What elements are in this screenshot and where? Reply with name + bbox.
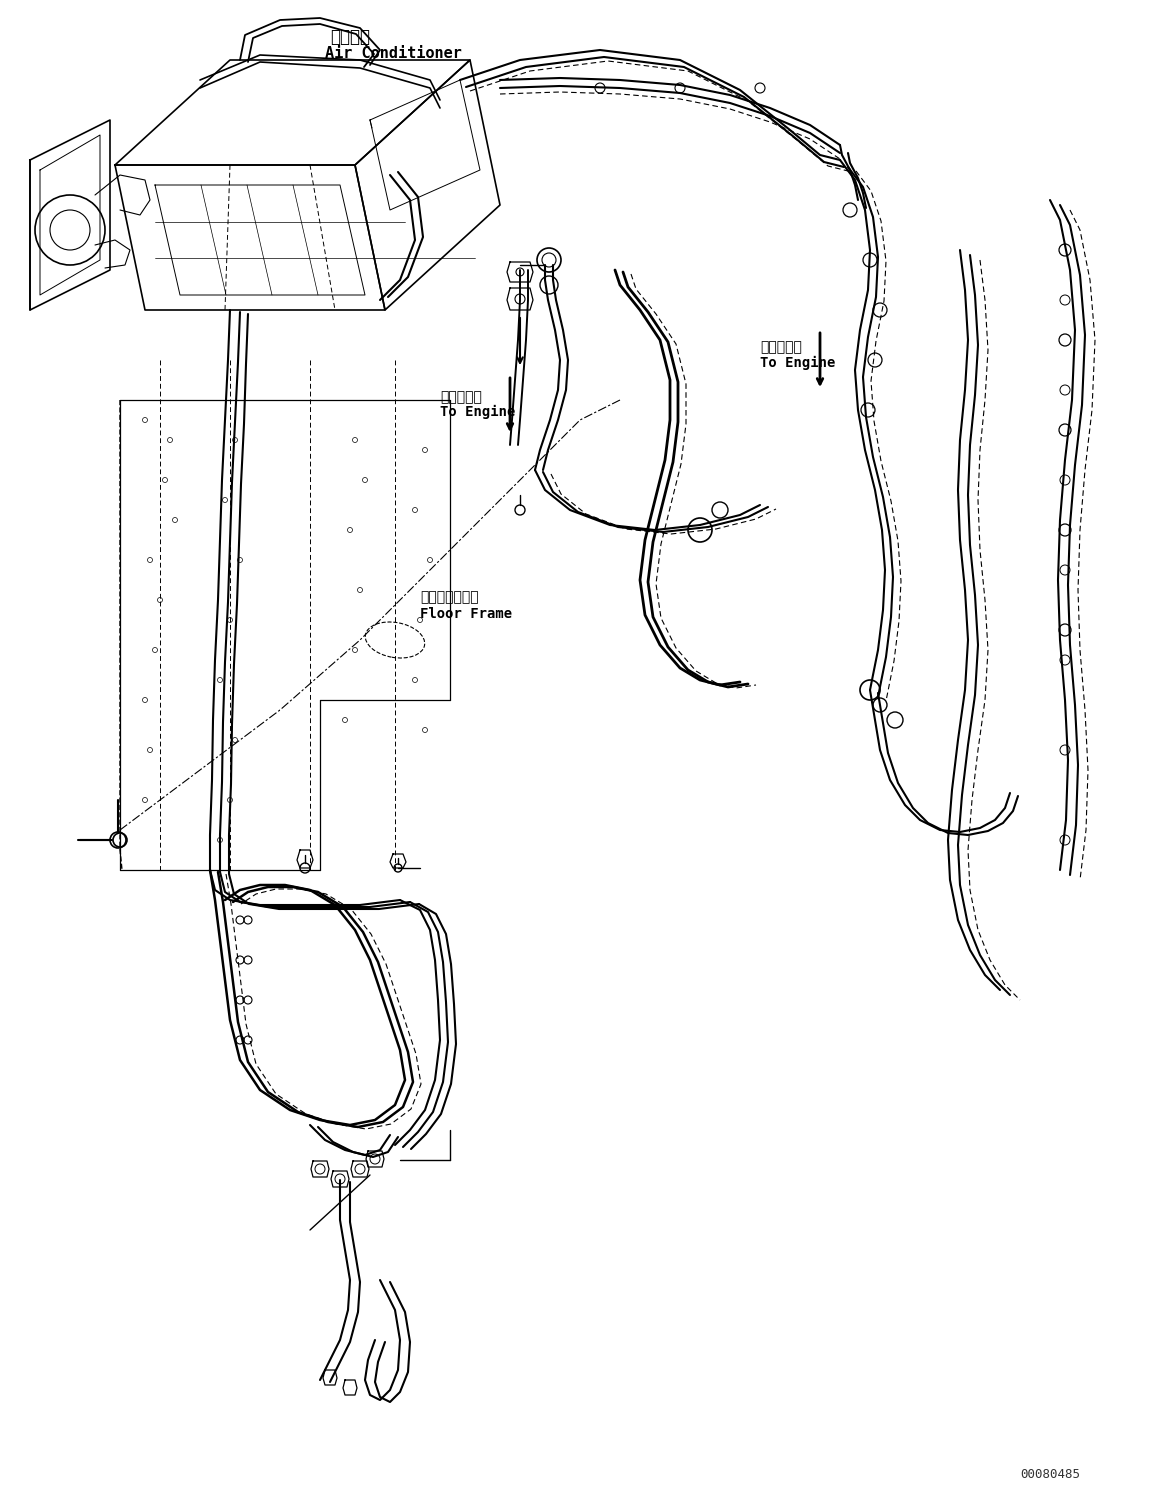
Text: エアコン: エアコン <box>330 28 370 46</box>
Text: Floor Frame: Floor Frame <box>420 607 512 620</box>
Text: エンジンへ: エンジンへ <box>760 340 802 353</box>
Text: 00080485: 00080485 <box>1020 1469 1080 1481</box>
Text: Air Conditioner: Air Conditioner <box>325 46 462 61</box>
Text: エンジンへ: エンジンへ <box>440 391 482 404</box>
Text: To Engine: To Engine <box>760 356 836 370</box>
Text: To Engine: To Engine <box>440 406 516 419</box>
Text: フロアフレーム: フロアフレーム <box>420 590 479 604</box>
